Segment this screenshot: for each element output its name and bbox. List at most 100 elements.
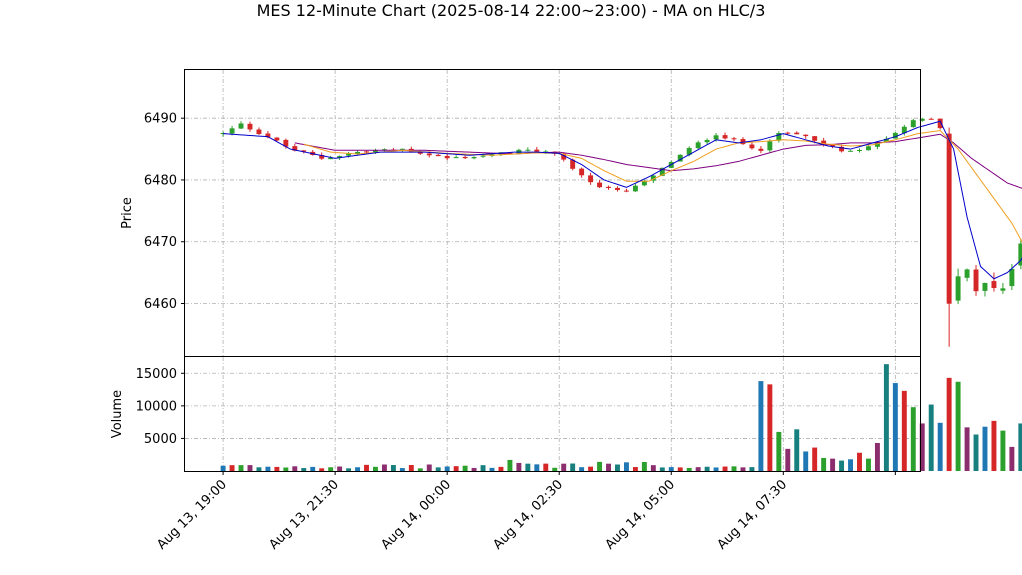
x-tick-label: Aug 14, 02:30 xyxy=(491,477,567,553)
volume-bar xyxy=(928,404,934,471)
candle-body xyxy=(758,148,764,151)
candle-body xyxy=(373,150,378,153)
candle-body xyxy=(848,150,853,152)
candle-body xyxy=(740,139,746,145)
candle-body xyxy=(839,146,845,152)
candle-body xyxy=(274,137,280,141)
volume-bar xyxy=(794,429,800,471)
candle-body xyxy=(928,118,934,120)
candle-body xyxy=(704,139,710,143)
x-axis: Aug 13, 19:00 Aug 13, 21:30 Aug 14, 00:00 A… xyxy=(154,471,896,553)
volume-bar xyxy=(848,459,853,471)
volume-bar xyxy=(220,465,226,471)
candle-body xyxy=(767,141,773,151)
volume-bar xyxy=(319,468,325,471)
volume-bar xyxy=(364,464,369,471)
volume-bar xyxy=(677,467,683,471)
volume-bar xyxy=(668,467,674,471)
candle-body xyxy=(579,168,585,176)
candle-body xyxy=(615,187,620,191)
price-tick-label: 6470 xyxy=(144,235,177,250)
volume-bar xyxy=(301,468,307,471)
price-tick-label: 6460 xyxy=(144,297,177,312)
volume-bar xyxy=(355,467,361,471)
volume-y-axis: 5000 10000 15000 xyxy=(136,367,185,447)
volume-bar xyxy=(874,442,880,471)
volume-bar xyxy=(919,423,925,471)
candle-body xyxy=(292,146,298,151)
price-tick-label: 6480 xyxy=(144,173,177,188)
volume-bar xyxy=(964,427,970,471)
volume-bar xyxy=(588,466,594,471)
candle-body xyxy=(346,153,352,156)
candle-body xyxy=(606,186,611,189)
candle-body xyxy=(785,132,791,134)
candle-body xyxy=(722,135,728,139)
candle-body xyxy=(731,138,737,140)
candle-body xyxy=(964,269,970,278)
volume-bar xyxy=(623,462,629,471)
candle-body xyxy=(534,149,540,152)
volume-bar xyxy=(373,466,378,471)
candle-body xyxy=(991,281,997,289)
candle-body xyxy=(794,132,800,135)
candle-body xyxy=(516,149,522,154)
candle-body xyxy=(830,144,836,147)
candle-body xyxy=(238,123,244,129)
volume-tick-label: 5000 xyxy=(144,432,177,447)
ma-slow-line xyxy=(294,133,1022,189)
price-grid xyxy=(185,70,920,356)
volume-bar xyxy=(695,467,701,471)
candle-body xyxy=(1000,288,1006,291)
candle-body xyxy=(686,148,692,155)
candle-body xyxy=(713,135,719,140)
candle-body xyxy=(937,118,943,129)
candle-body xyxy=(857,149,862,151)
volume-bar xyxy=(812,447,818,471)
volume-bar xyxy=(310,466,316,471)
volume-bar xyxy=(740,467,746,471)
candle-body xyxy=(982,282,988,291)
volume-bar xyxy=(292,466,298,471)
volume-bar xyxy=(274,466,280,471)
volume-bar xyxy=(713,467,719,471)
volume-bar xyxy=(489,467,495,471)
volume-bar xyxy=(883,364,889,471)
volume-bar xyxy=(498,466,504,471)
volume-bar xyxy=(579,467,585,471)
volume-bar xyxy=(337,466,343,471)
volume-bar xyxy=(408,465,414,471)
candle-body xyxy=(892,132,898,139)
candle-body xyxy=(247,123,253,130)
volume-bar xyxy=(390,465,396,471)
candle-body xyxy=(919,118,925,121)
volume-bar xyxy=(328,467,334,471)
volume-bar xyxy=(803,451,809,471)
candle-body xyxy=(812,136,818,141)
candle-body xyxy=(462,156,468,159)
price-panel-frame xyxy=(184,69,921,357)
candle-body xyxy=(650,175,656,181)
volume-bar xyxy=(283,467,289,471)
volume-bar xyxy=(1000,430,1006,471)
candle-body xyxy=(364,151,369,153)
x-tick-label: Aug 13, 19:00 xyxy=(154,477,230,553)
volume-bar xyxy=(955,381,961,471)
volume-bar xyxy=(615,464,620,471)
volume-bar xyxy=(534,464,540,471)
volume-bar xyxy=(767,384,773,471)
candle-body xyxy=(749,144,755,149)
candle-body xyxy=(874,142,880,147)
volume-bar xyxy=(1009,446,1015,471)
x-tick-label: Aug 14, 07:30 xyxy=(715,477,791,553)
candle-body xyxy=(588,175,594,183)
volume-bar xyxy=(686,467,692,471)
candle-body xyxy=(570,159,576,169)
candle-body xyxy=(677,154,683,162)
volume-bar xyxy=(525,463,531,471)
candle-body xyxy=(480,155,486,157)
volume-panel-frame xyxy=(184,356,921,472)
candle-body xyxy=(328,157,334,160)
candle-body xyxy=(561,153,567,160)
volume-bar xyxy=(480,465,486,471)
